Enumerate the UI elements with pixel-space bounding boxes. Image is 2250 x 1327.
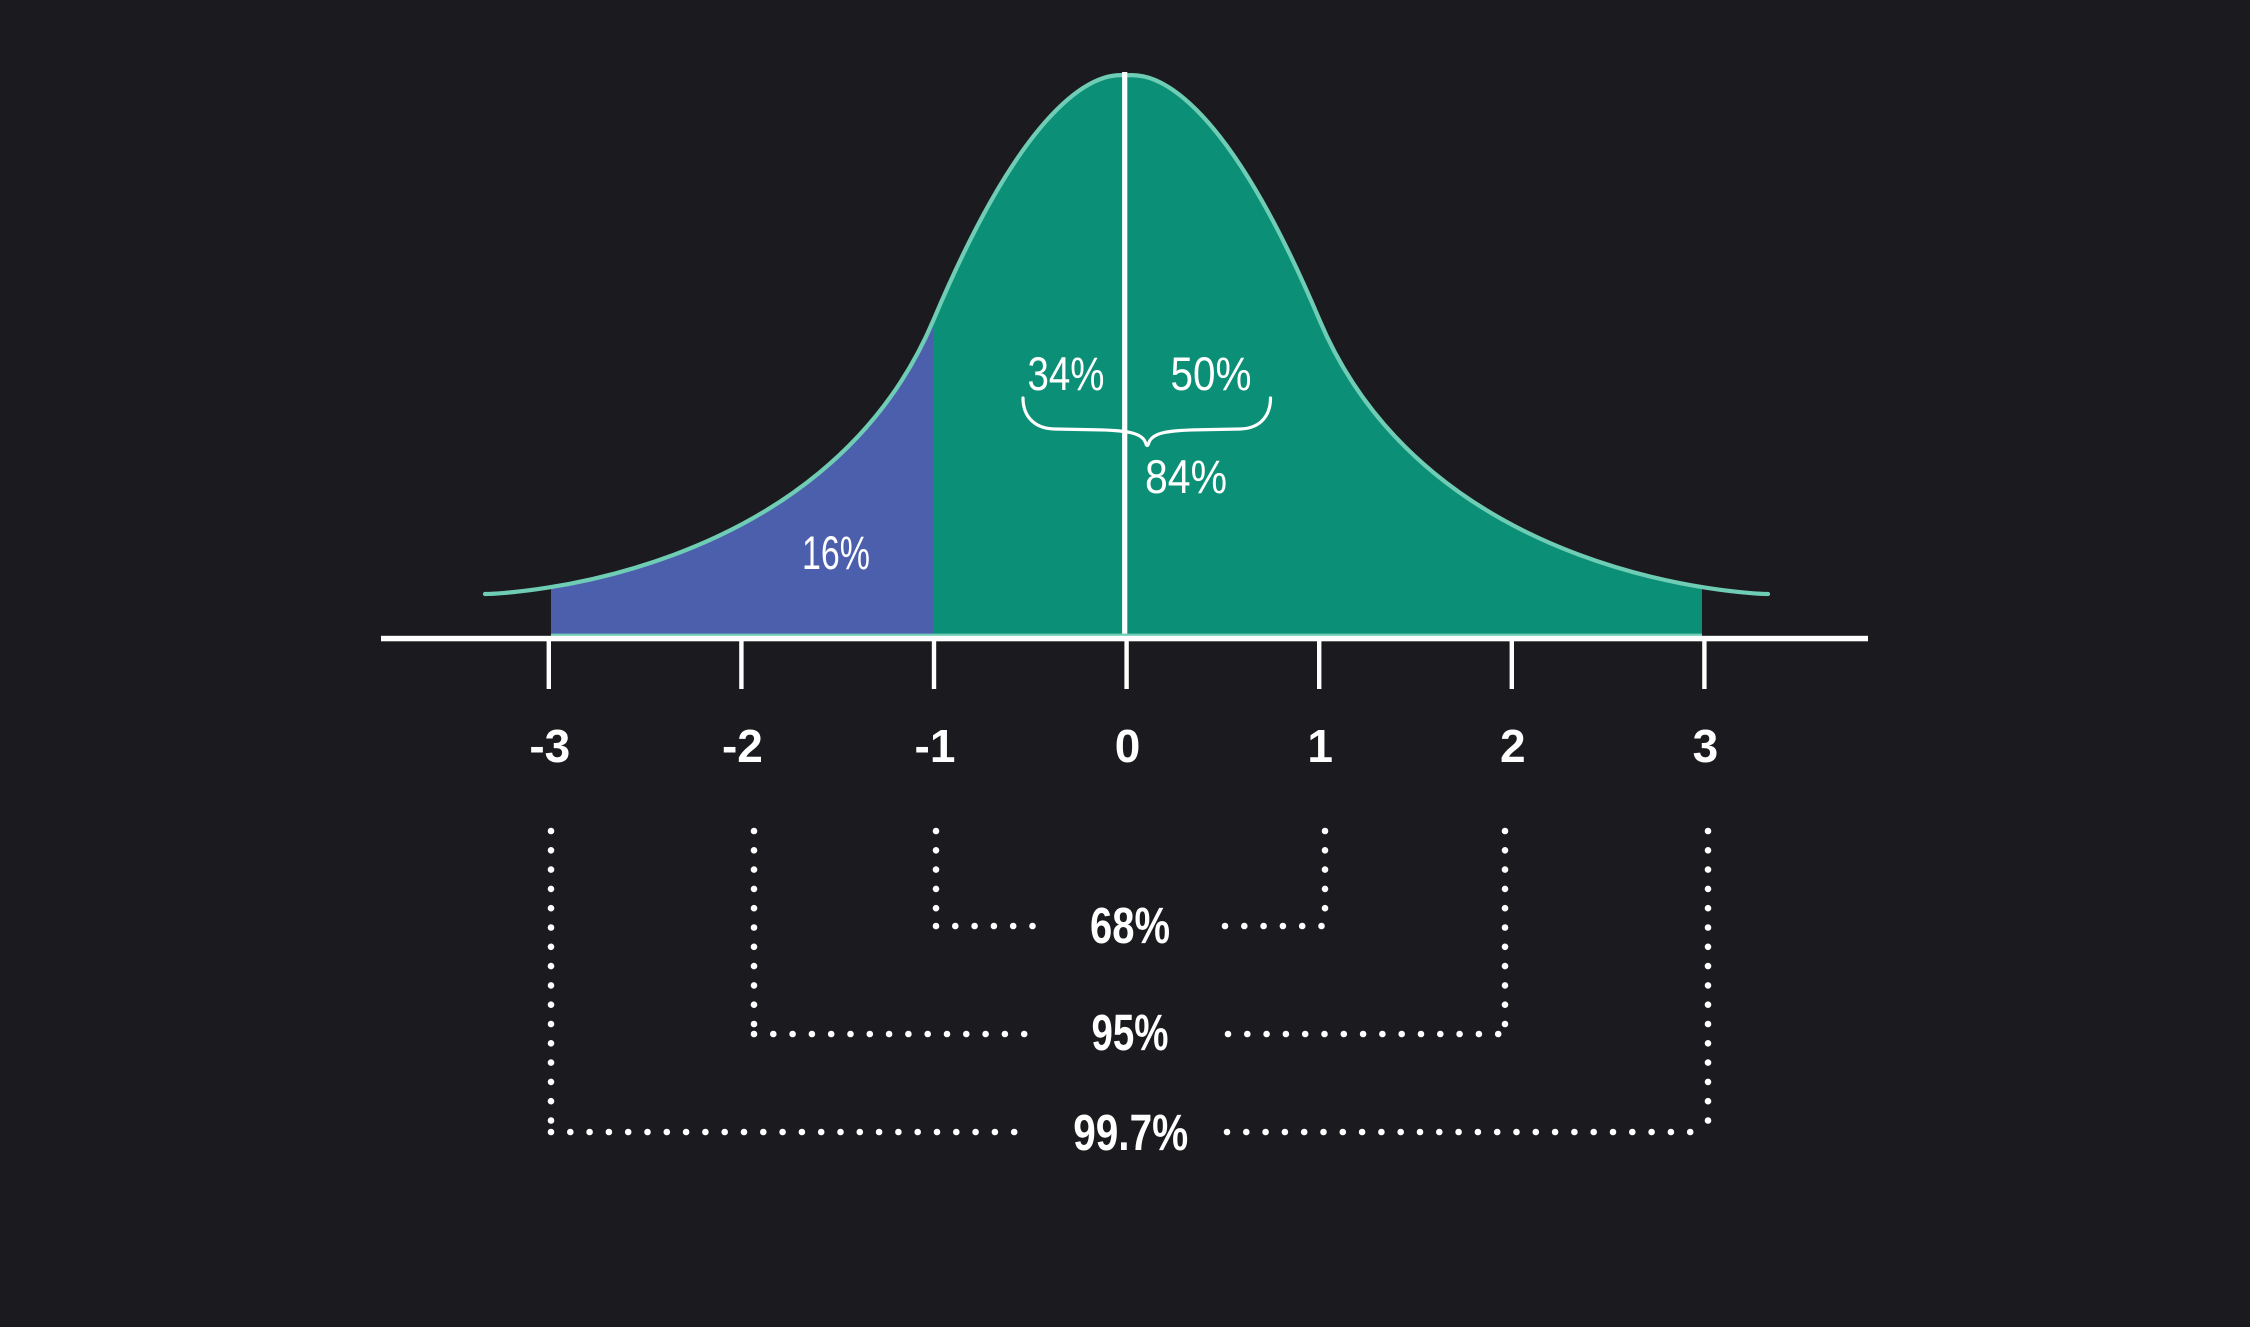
svg-text:0: 0 xyxy=(1115,720,1141,772)
svg-text:1: 1 xyxy=(1307,720,1333,772)
svg-text:68%: 68% xyxy=(1090,897,1170,954)
svg-text:34%: 34% xyxy=(1028,347,1105,400)
svg-text:99.7%: 99.7% xyxy=(1073,1104,1188,1161)
svg-text:3: 3 xyxy=(1693,720,1719,772)
svg-text:50%: 50% xyxy=(1171,347,1252,400)
svg-text:-3: -3 xyxy=(529,720,570,772)
svg-text:-1: -1 xyxy=(915,720,956,772)
svg-text:-2: -2 xyxy=(722,720,763,772)
svg-text:95%: 95% xyxy=(1092,1004,1169,1061)
svg-text:84%: 84% xyxy=(1145,450,1227,503)
svg-text:16%: 16% xyxy=(802,526,870,579)
svg-text:2: 2 xyxy=(1500,720,1526,772)
